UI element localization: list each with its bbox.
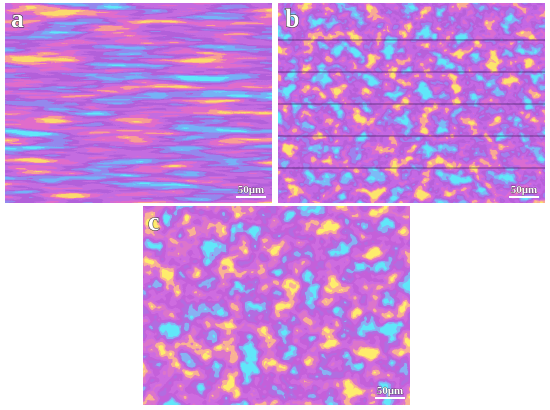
panel-label: a xyxy=(11,4,24,33)
panel-label: c xyxy=(148,207,160,236)
panel-a: a 50μm xyxy=(5,3,272,203)
panel-b: b 50μm xyxy=(278,3,545,203)
scale-label: 50μm xyxy=(511,184,537,196)
micrograph xyxy=(5,3,272,203)
panel-c: c 50μm xyxy=(143,206,410,405)
micrograph xyxy=(278,3,545,203)
scale-label: 50μm xyxy=(377,385,403,397)
track-lines xyxy=(278,39,545,169)
micrograph xyxy=(143,206,410,405)
panel-label: b xyxy=(285,4,299,33)
scale-label: 50μm xyxy=(238,184,264,196)
